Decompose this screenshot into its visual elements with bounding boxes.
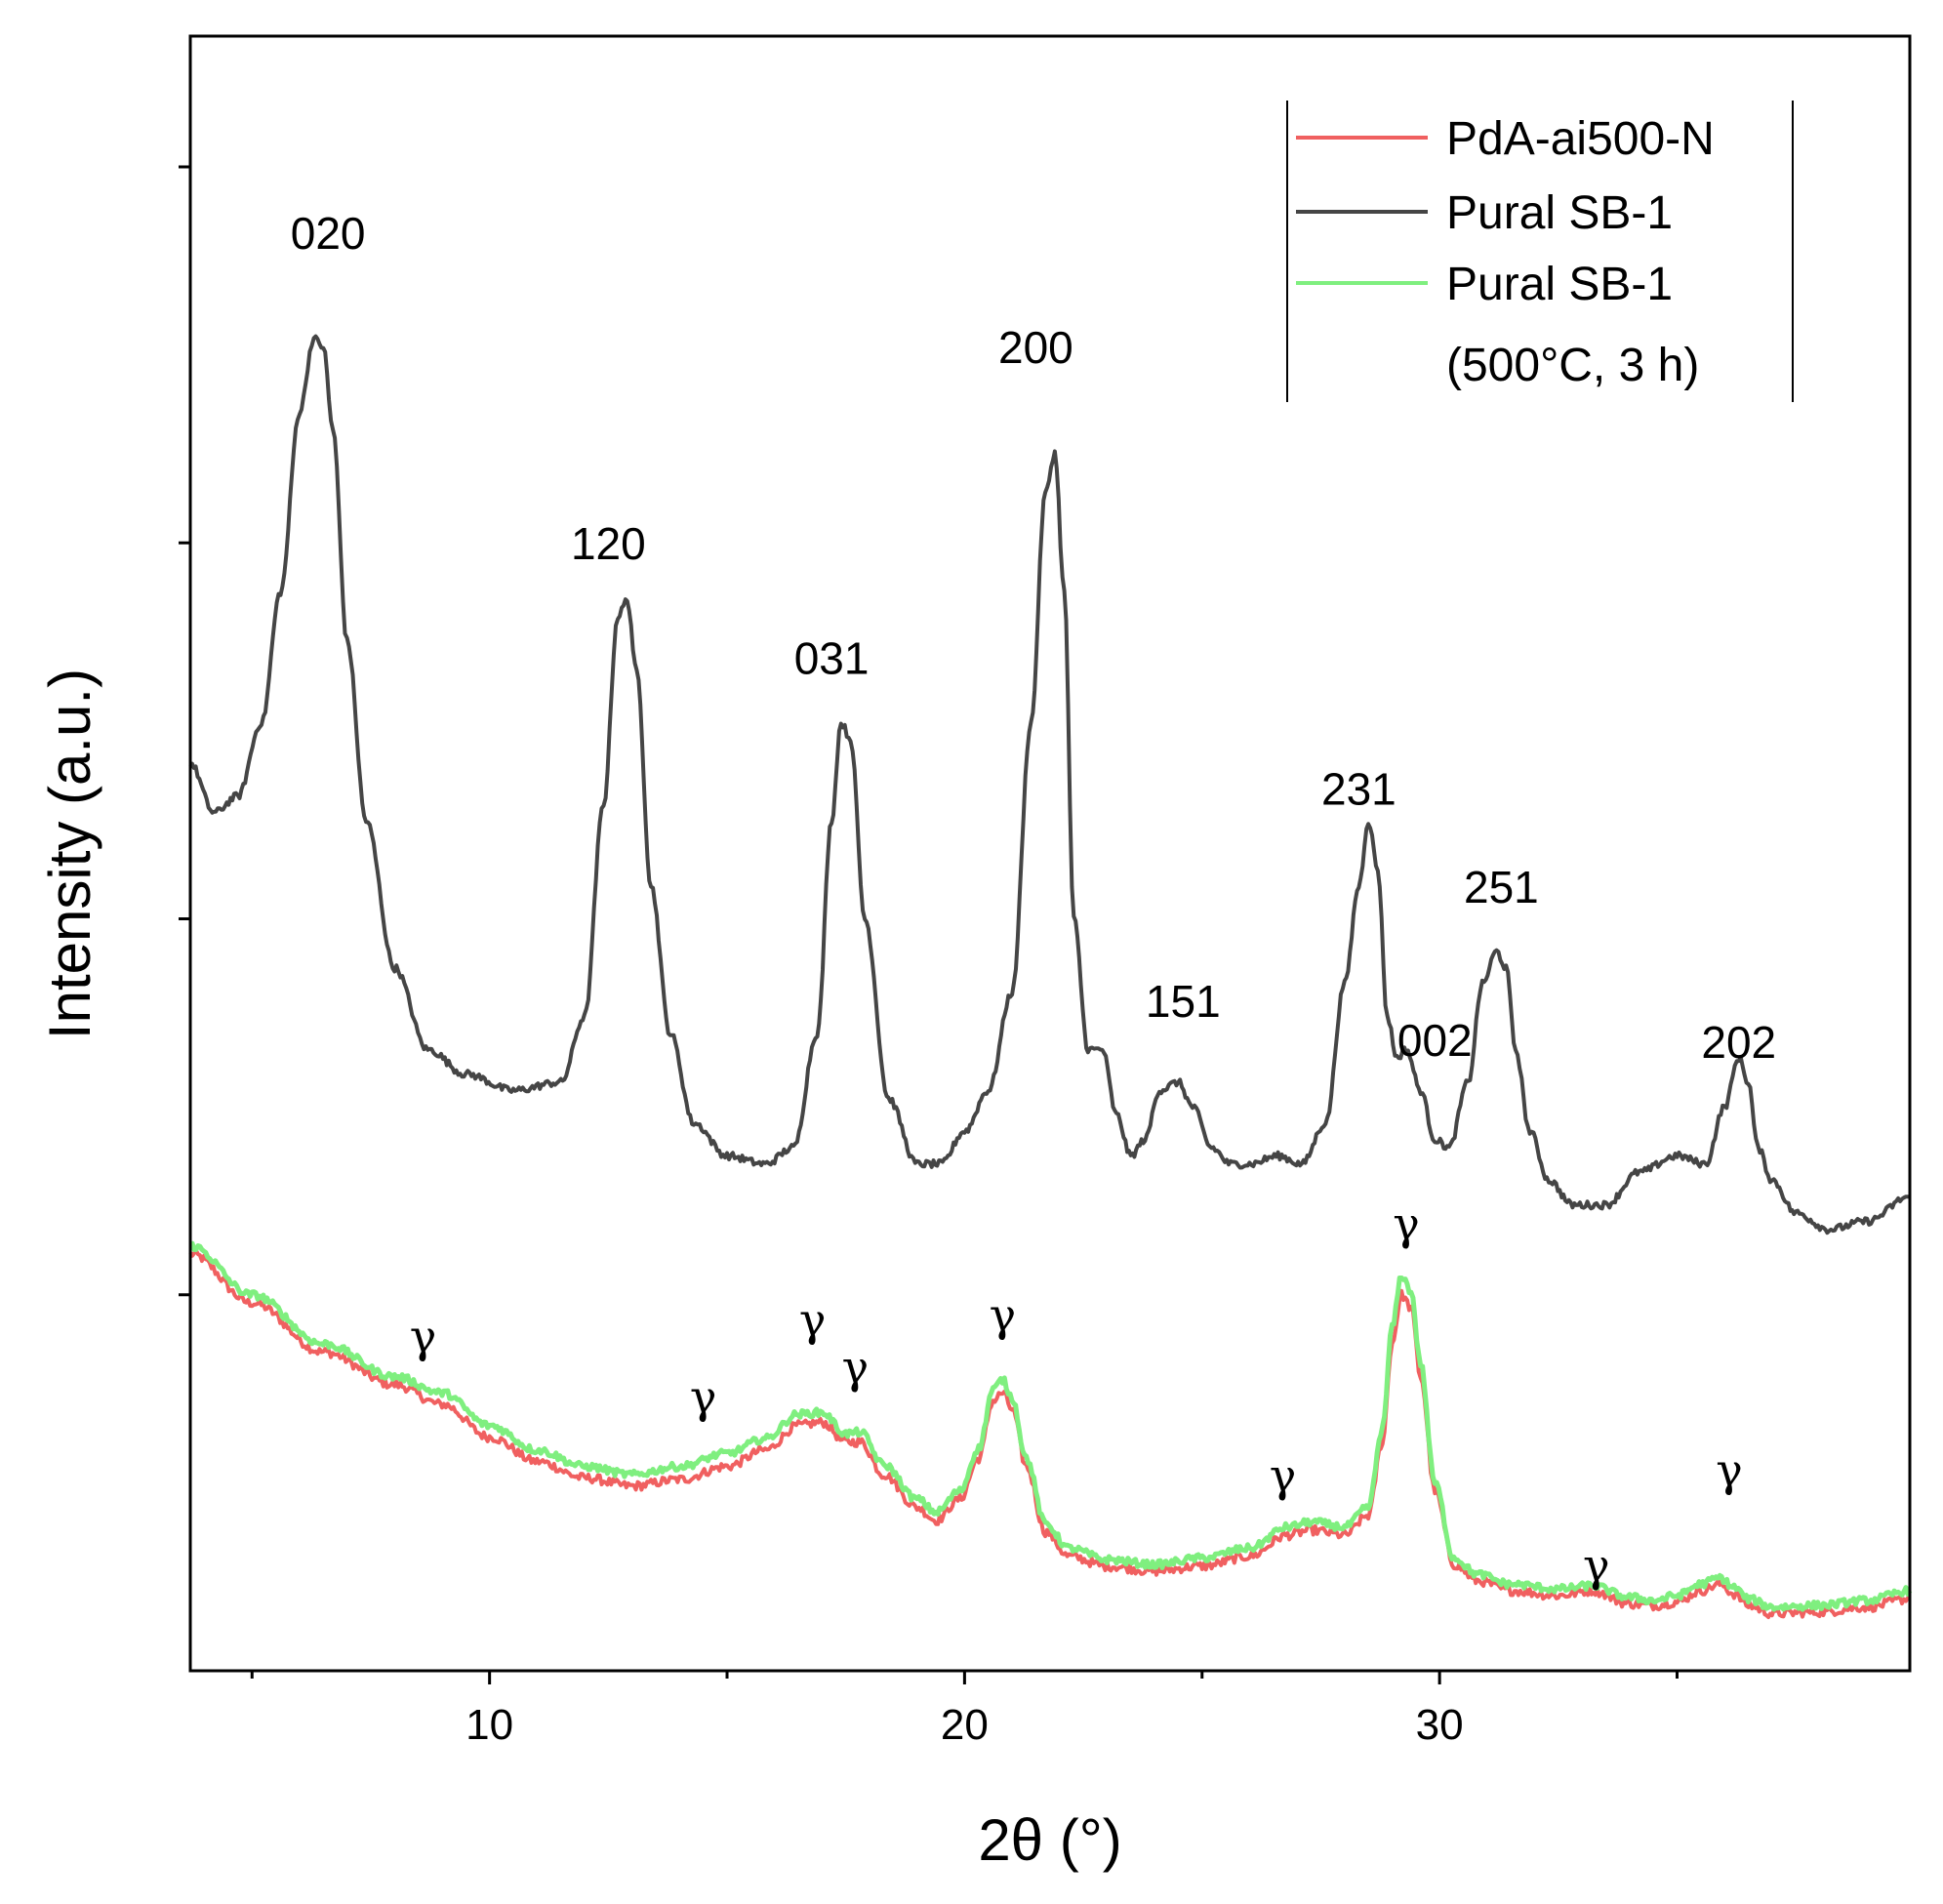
legend: PdA-ai500-N Pural SB-1 Pural SB-1 (500°C… <box>1286 101 1794 402</box>
x-axis-title: 2θ (°) <box>978 1807 1121 1873</box>
x-tick-label: 10 <box>466 1701 513 1749</box>
legend-label-pda-ai500-n: PdA-ai500-N <box>1446 113 1715 165</box>
gamma-phase-label: γ <box>842 1341 870 1394</box>
gamma-phase-label: γ <box>1583 1539 1610 1592</box>
peak-label-251: 251 <box>1464 862 1539 912</box>
series-line-pural-sb-1 <box>188 334 1910 1236</box>
peak-label-031: 031 <box>794 632 870 683</box>
peak-label-151: 151 <box>1146 976 1221 1027</box>
peak-label-202: 202 <box>1701 1017 1776 1068</box>
legend-label-pural-sb1: Pural SB-1 <box>1446 187 1673 239</box>
ticks-layer: 10 20 30 <box>179 165 1679 1749</box>
gamma-phase-label: γ <box>690 1370 717 1423</box>
plot-frame <box>188 34 1912 1673</box>
series-layer <box>188 334 1913 1620</box>
series-line-pural-sb-1-500-c-3-h <box>189 1240 1913 1612</box>
legend-label-pural-sb1-calcined: Pural SB-1 <box>1446 259 1673 310</box>
x-tick-label: 20 <box>941 1701 989 1749</box>
gamma-phase-label: γ <box>1270 1449 1297 1502</box>
gamma-phase-label: γ <box>1393 1197 1420 1250</box>
peak-label-120: 120 <box>571 518 646 569</box>
gamma-phase-label: γ <box>799 1294 827 1347</box>
gamma-phase-label: γ <box>1716 1444 1743 1497</box>
gamma-phase-label: γ <box>410 1310 437 1362</box>
peak-label-020: 020 <box>291 208 366 259</box>
y-axis-title: Intensity (a.u.) <box>37 668 102 1039</box>
peak-label-002: 002 <box>1397 1015 1473 1066</box>
peak-label-200: 200 <box>998 322 1073 373</box>
series-line-pda-ai500-n <box>188 1248 1911 1620</box>
gamma-phase-label: γ <box>990 1289 1017 1342</box>
peak-label-231: 231 <box>1321 763 1397 814</box>
legend-label-calcination-condition: (500°C, 3 h) <box>1446 340 1699 391</box>
x-tick-label: 30 <box>1416 1701 1464 1749</box>
